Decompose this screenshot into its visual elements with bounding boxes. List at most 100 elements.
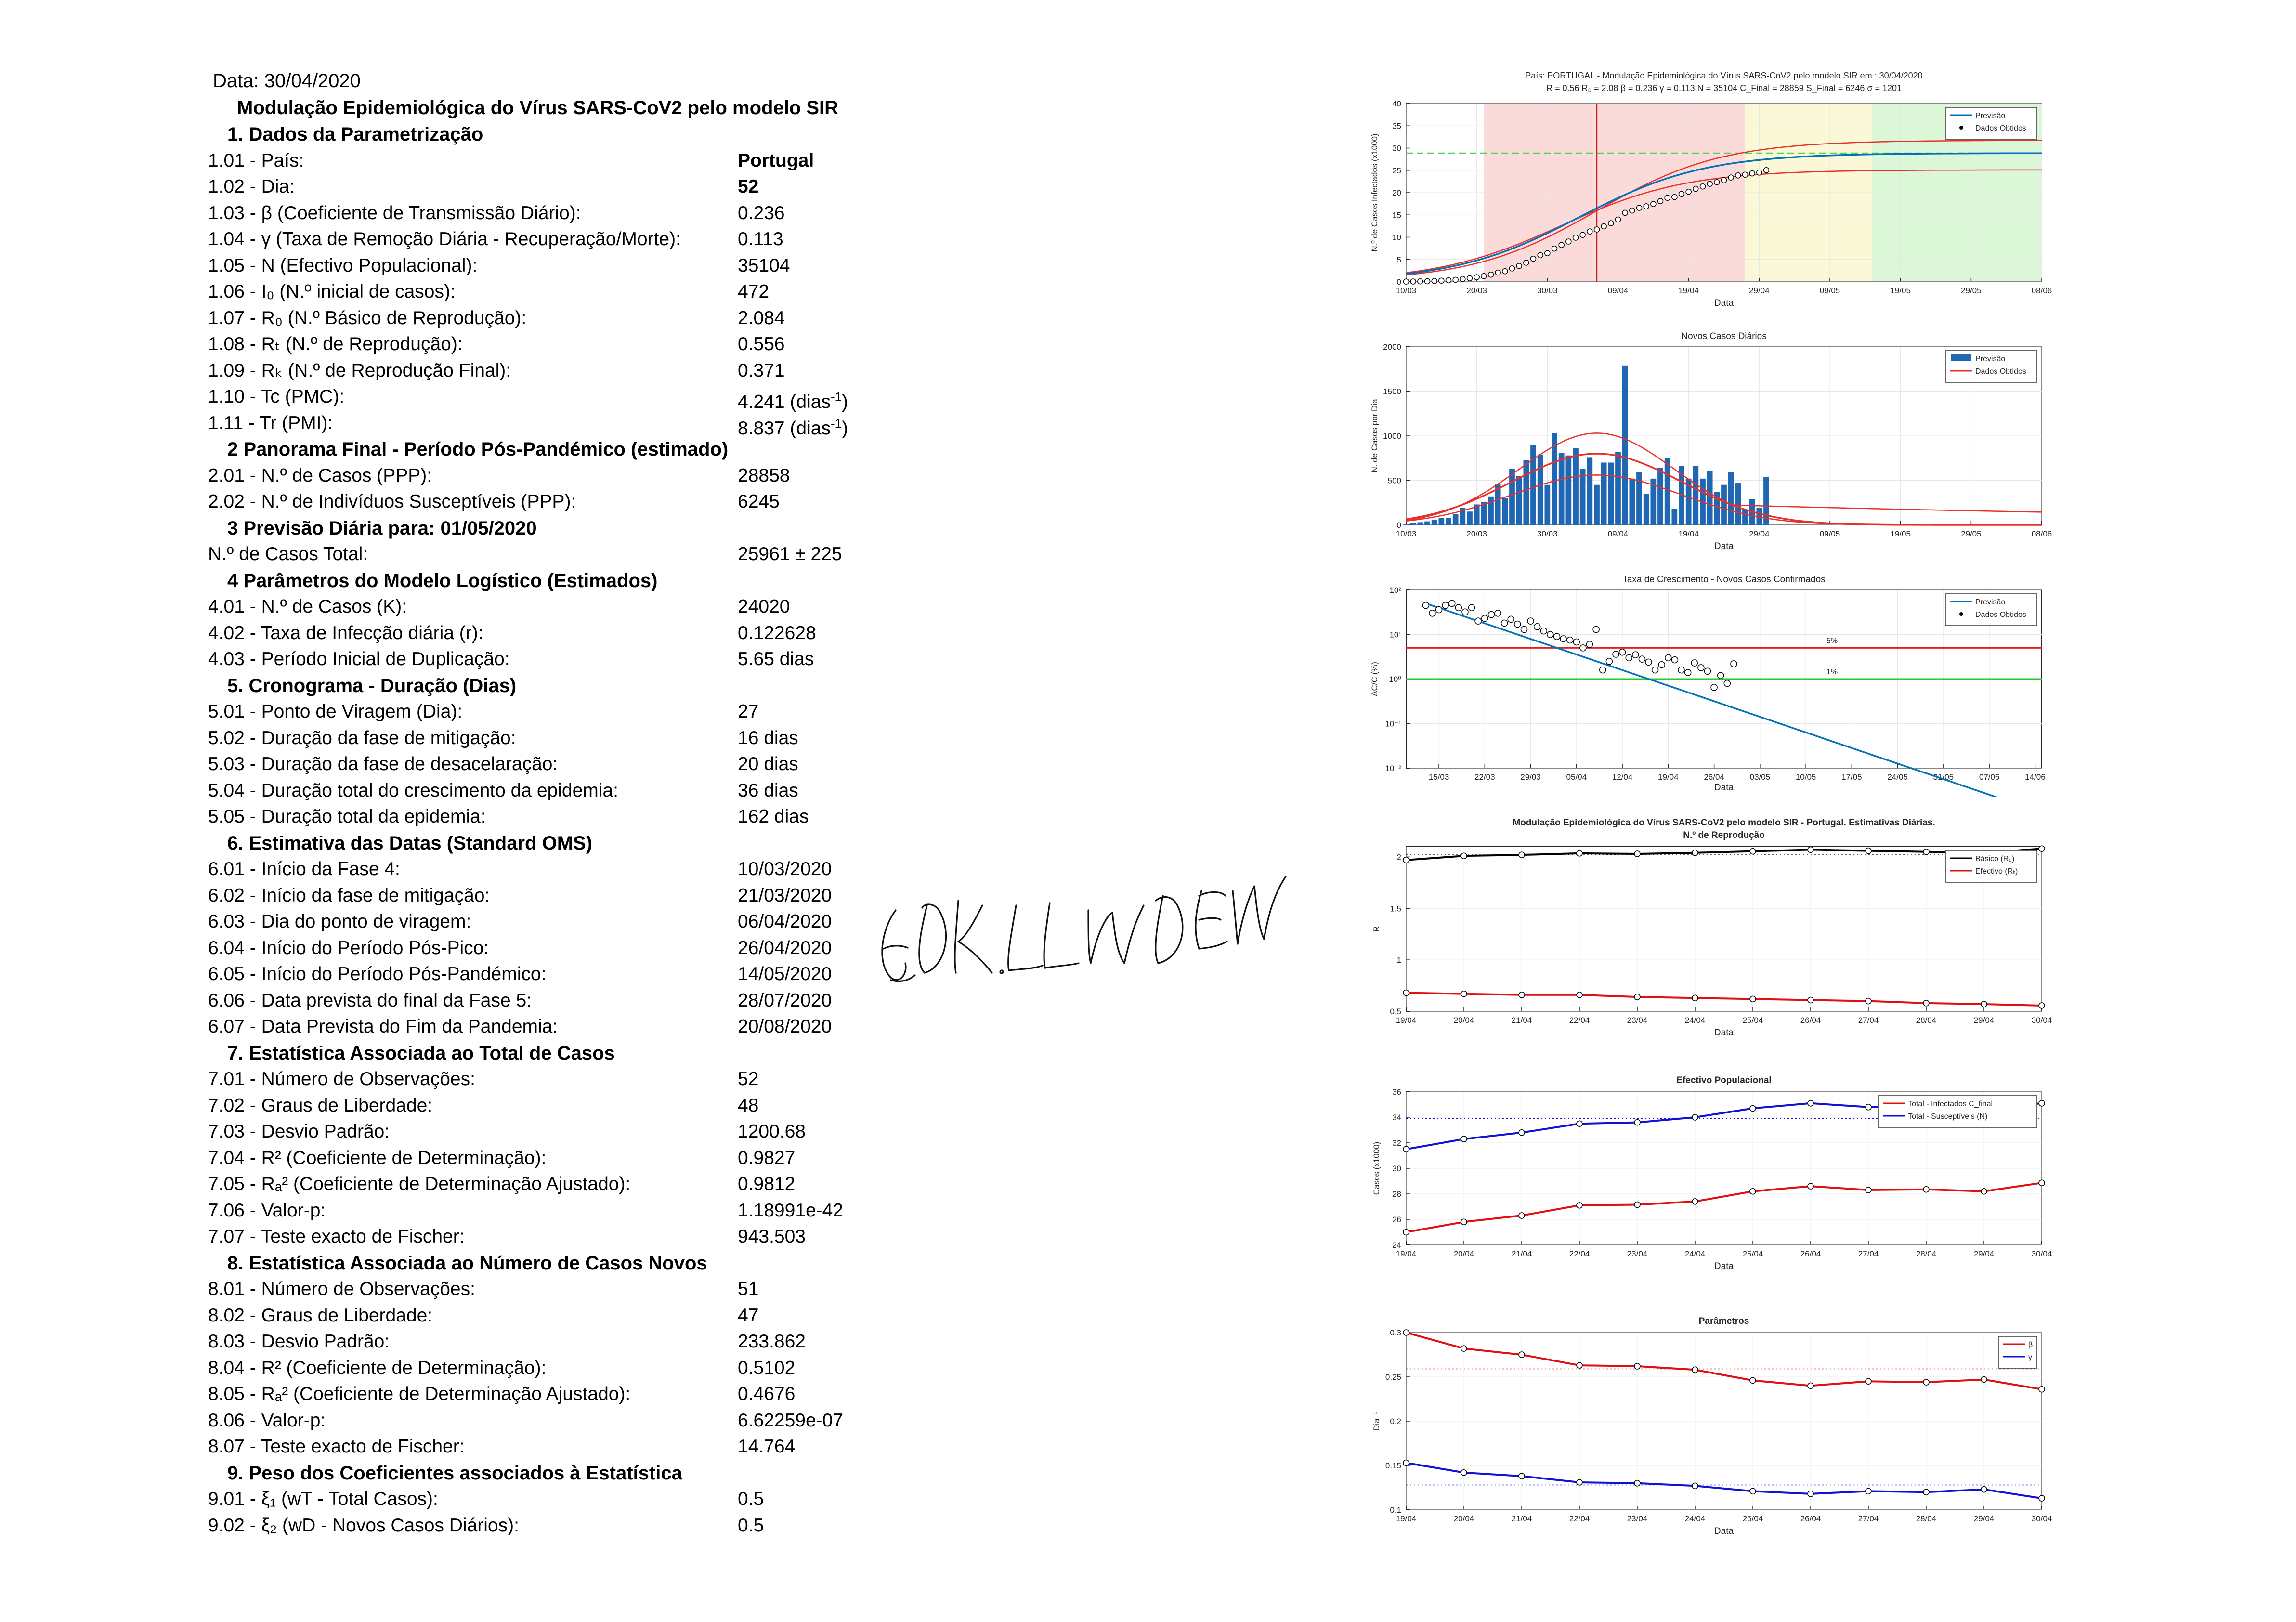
x-tick-label: 19/04 xyxy=(1658,772,1679,782)
parameter-value-text: 10/03/2020 xyxy=(738,859,832,879)
parameter-value-text: 52 xyxy=(738,1069,759,1089)
legend-swatch xyxy=(1951,354,1971,361)
observed-point xyxy=(1651,666,1659,674)
observed-point xyxy=(1645,658,1652,666)
observed-point xyxy=(1665,654,1672,662)
observed-point xyxy=(1558,242,1565,248)
daily-bar xyxy=(1643,494,1649,525)
daily-bar xyxy=(1460,508,1466,525)
observed-point xyxy=(1707,181,1713,187)
observed-point xyxy=(1592,626,1600,633)
parameter-value: 0.5102 xyxy=(738,1355,795,1382)
series-point xyxy=(1749,848,1756,855)
x-tick-label: 09/04 xyxy=(1608,286,1629,295)
parameter-label: 7.04 - R² (Coeficiente de Determinação): xyxy=(208,1147,547,1168)
parameter-value: 0.4676 xyxy=(738,1381,795,1408)
series-point xyxy=(1981,1001,1987,1007)
x-tick-label: 29/04 xyxy=(1974,1249,1995,1258)
x-tick-label: 24/04 xyxy=(1685,1249,1706,1258)
series-point xyxy=(1807,1100,1814,1107)
parameter-row: 8.04 - R² (Coeficiente de Determinação):… xyxy=(208,1355,873,1382)
observed-point xyxy=(1710,684,1718,691)
series-point xyxy=(1981,1188,1987,1195)
handwritten-signature xyxy=(881,876,1287,982)
daily-bar xyxy=(1509,469,1515,525)
series-point xyxy=(1461,1469,1467,1476)
parameter-label: 6.07 - Data Prevista do Fim da Pandemia: xyxy=(208,1016,558,1037)
parameter-value-text: 0.5 xyxy=(738,1489,764,1509)
x-tick-label: 29/05 xyxy=(1961,286,1982,295)
observed-point xyxy=(1481,273,1487,279)
observed-point xyxy=(1527,617,1534,625)
y-tick-label: 0.3 xyxy=(1390,1328,1401,1337)
plot-area xyxy=(1406,846,2042,1012)
x-tick-label: 20/04 xyxy=(1454,1249,1474,1258)
observed-point xyxy=(1442,602,1449,609)
x-tick-label: 21/04 xyxy=(1512,1514,1532,1523)
chart-title: Parâmetros xyxy=(1699,1316,1749,1326)
x-tick-label: 24/04 xyxy=(1685,1514,1706,1523)
parameter-value-text: 52 xyxy=(738,176,759,197)
parameter-value-text: 4.241 (dias xyxy=(738,392,831,412)
y-tick-label: 0.5 xyxy=(1390,1007,1401,1016)
report-text: Data: 30/04/2020 Modulação Epidemiológica… xyxy=(208,67,873,1539)
parameter-label: 1.11 - Tr (PMI): xyxy=(208,412,333,433)
y-tick-label: 35 xyxy=(1392,121,1401,131)
series-point xyxy=(1461,1136,1467,1142)
x-tick-label: 20/04 xyxy=(1454,1514,1474,1523)
parameter-row: 1.09 - Rₖ (N.º de Reprodução Final): 0.37… xyxy=(208,358,873,384)
x-tick-label: 26/04 xyxy=(1800,1514,1821,1523)
series-line xyxy=(1406,1462,2042,1500)
y-axis-label: N.º de Casos Infectados (x1000) xyxy=(1370,133,1379,251)
series-point xyxy=(1634,850,1641,857)
observed-point xyxy=(1455,604,1462,612)
series-point xyxy=(1865,847,1872,854)
x-tick-label: 20/03 xyxy=(1466,286,1487,295)
parameter-row: 1.03 - β (Coeficiente de Transmissão Diá… xyxy=(208,200,873,227)
y-tick-label: 36 xyxy=(1392,1087,1401,1097)
daily-bar xyxy=(1728,472,1734,525)
x-tick-label: 25/04 xyxy=(1743,1514,1763,1523)
y-tick-label: 34 xyxy=(1392,1113,1401,1122)
parameter-value: 0.9812 xyxy=(738,1171,795,1198)
y-tick-label: 10⁻² xyxy=(1385,764,1401,773)
y-tick-label: 1500 xyxy=(1383,387,1401,396)
daily-bar xyxy=(1601,462,1607,525)
section-heading: 8. Estatística Associada ao Número de Ca… xyxy=(227,1252,707,1274)
x-axis-label: Data xyxy=(1714,541,1734,551)
x-axis-label: Data xyxy=(1714,298,1734,308)
y-tick-label: 1.5 xyxy=(1390,904,1401,913)
parameter-value: 26/04/2020 xyxy=(738,935,832,962)
parameter-value: Portugal xyxy=(738,148,814,174)
parameter-value: 943.503 xyxy=(738,1224,806,1250)
observed-point xyxy=(1500,619,1508,627)
observed-point xyxy=(1636,205,1643,211)
parameter-row: 8.03 - Desvio Padrão: 233.862 xyxy=(208,1329,873,1355)
legend-label: Total - Susceptíveis (N) xyxy=(1908,1112,1987,1121)
parameter-value-text: 162 dias xyxy=(738,806,809,827)
parameter-row: 2.02 - N.º de Indivíduos Susceptíveis (P… xyxy=(208,489,873,515)
observed-point xyxy=(1685,188,1692,195)
y-tick-label: 15 xyxy=(1392,210,1401,220)
parameter-value: 28/07/2020 xyxy=(738,988,832,1014)
observed-point xyxy=(1533,623,1541,630)
parameter-value: 0.371 xyxy=(738,358,785,384)
parameter-row: 5.01 - Ponto de Viragem (Dia): 27 xyxy=(208,699,873,725)
parameter-value-text: 943.503 xyxy=(738,1226,806,1247)
observed-point xyxy=(1514,620,1521,628)
parameter-label: 7.02 - Graus de Liberdade: xyxy=(208,1095,433,1116)
x-tick-label: 08/06 xyxy=(2032,286,2052,295)
y-tick-label: 2000 xyxy=(1383,342,1401,352)
parameter-label: 8.07 - Teste exacto de Fischer: xyxy=(208,1436,465,1457)
parameter-value-text: 0.236 xyxy=(738,202,785,223)
y-tick-label: 5 xyxy=(1397,255,1401,264)
series-point xyxy=(1634,1201,1641,1208)
parameter-value-text: 35104 xyxy=(738,255,790,276)
observed-point xyxy=(1678,191,1685,197)
x-tick-label: 21/04 xyxy=(1512,1249,1532,1258)
observed-point xyxy=(1625,654,1632,662)
observed-point xyxy=(1735,172,1741,179)
daily-new-cases-chart: Novos Casos Diários 10/03 20/03 30/03 09/04 1… xyxy=(1370,331,2052,551)
observed-point xyxy=(1466,275,1473,281)
x-tick-label: 05/04 xyxy=(1566,772,1587,782)
